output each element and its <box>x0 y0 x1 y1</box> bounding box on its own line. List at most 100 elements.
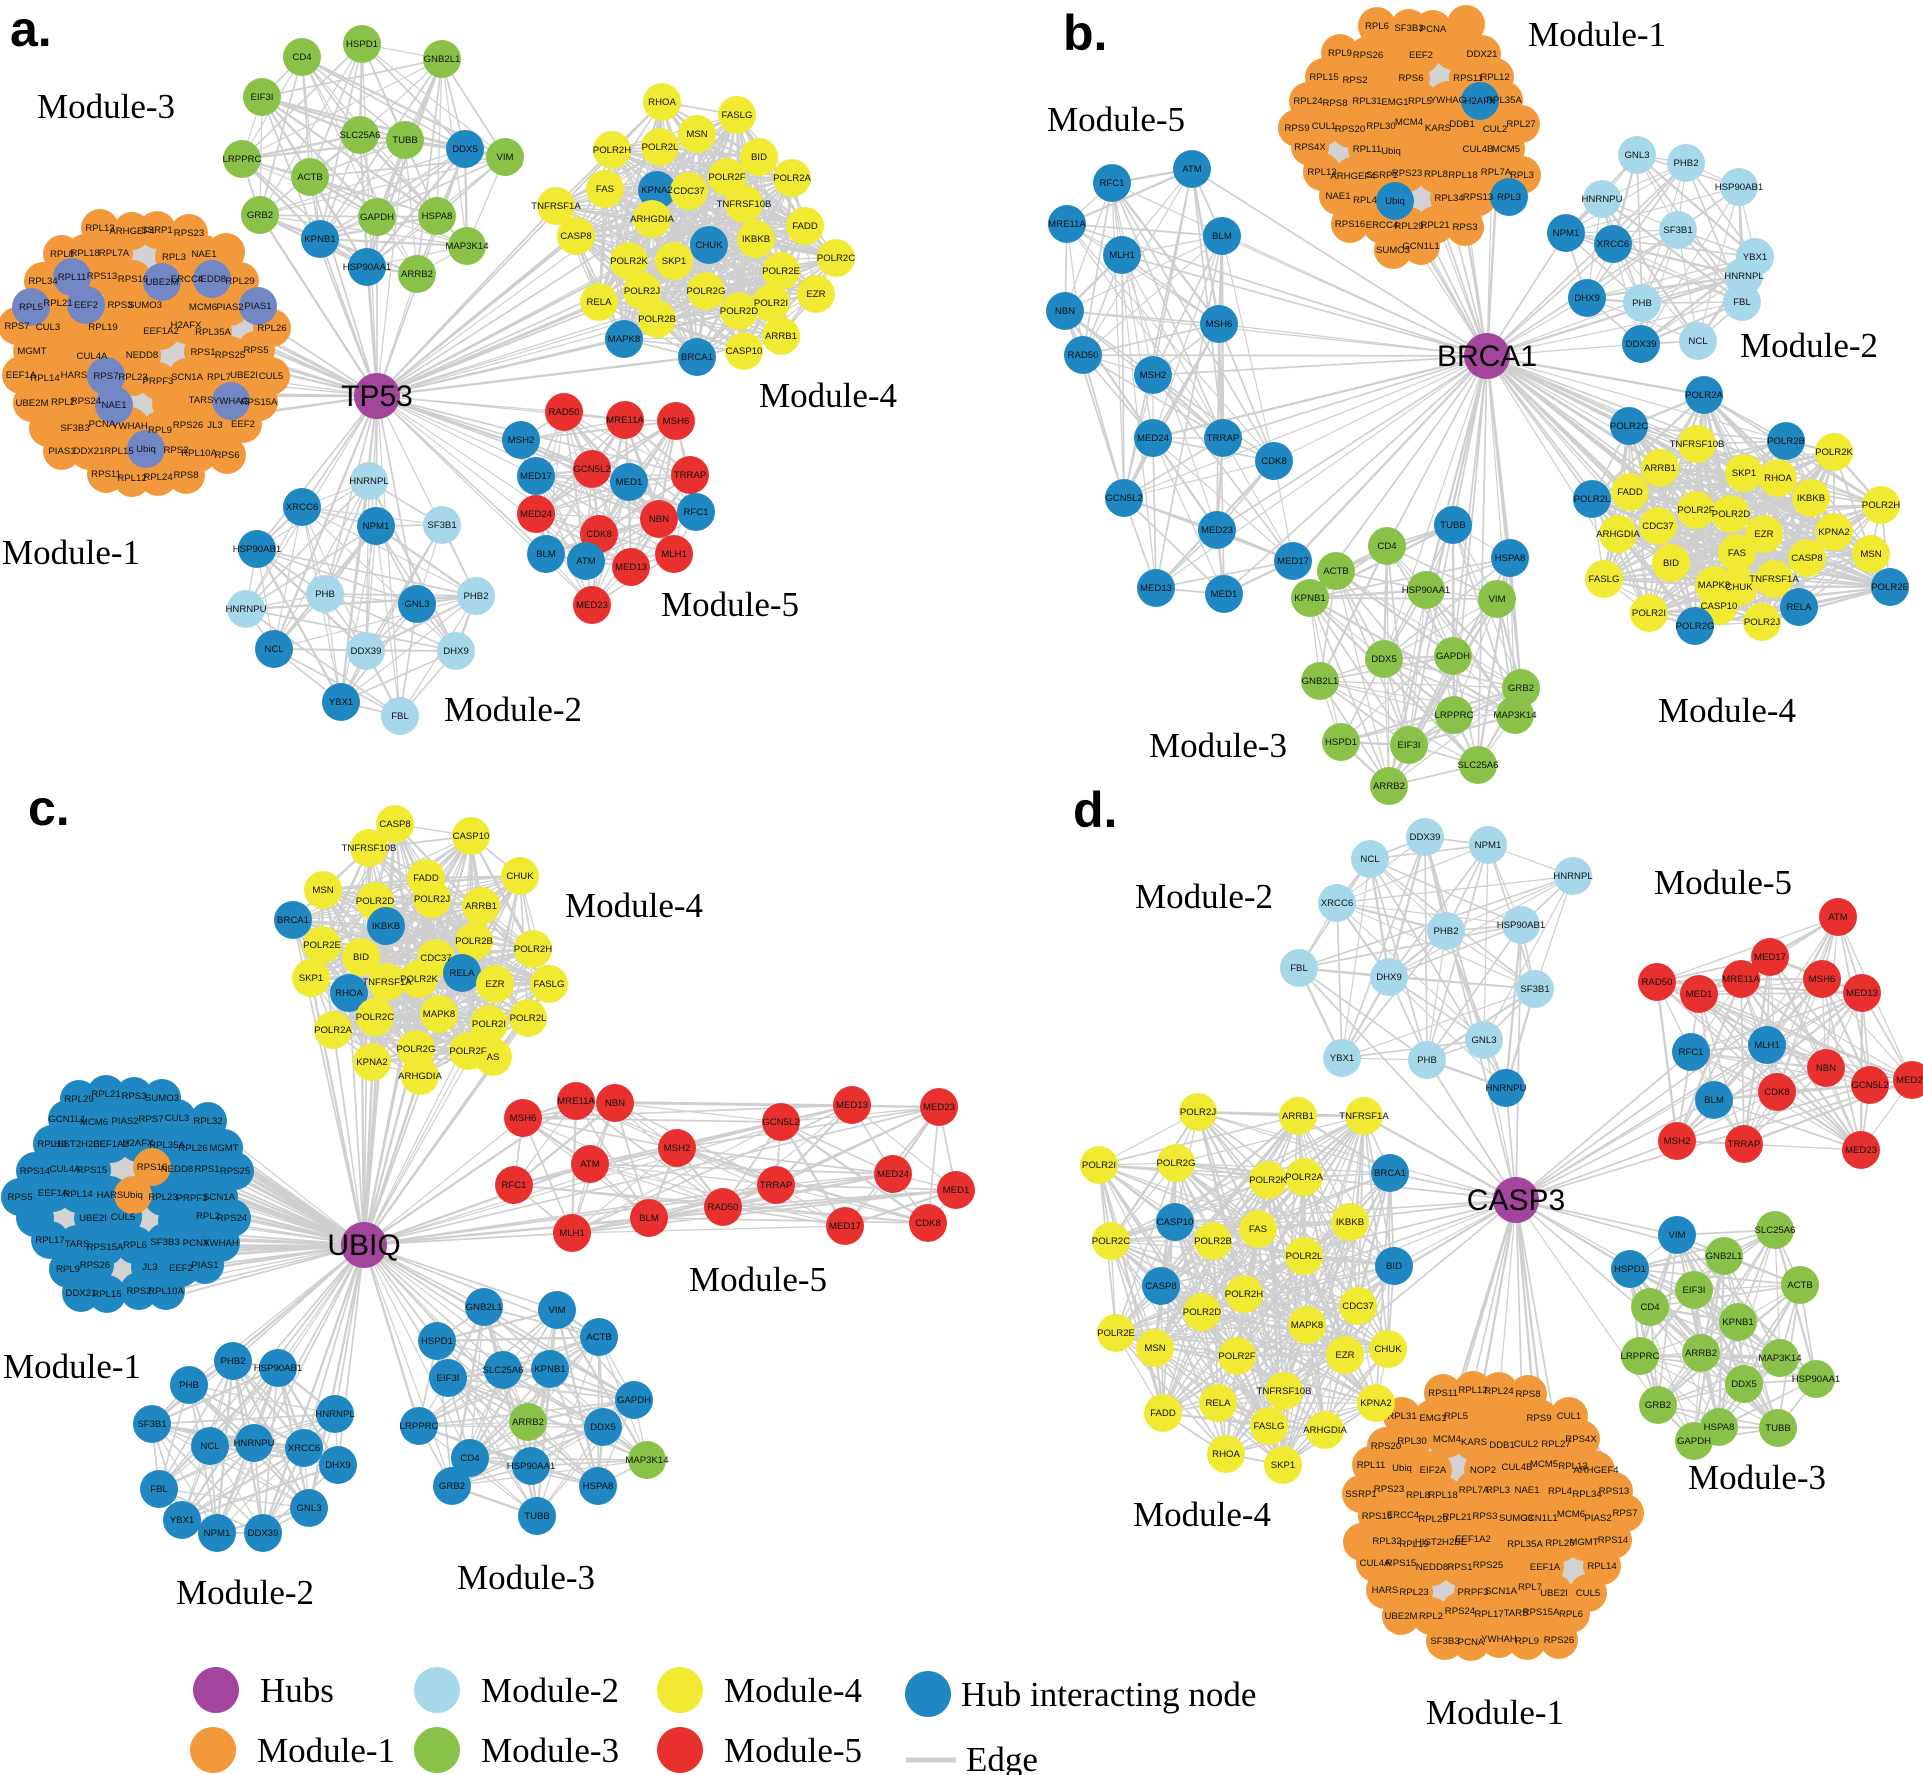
svg-text:MSH6: MSH6 <box>1809 974 1836 985</box>
svg-text:RPS4X: RPS4X <box>1294 142 1326 153</box>
svg-text:DDX39: DDX39 <box>248 1528 279 1539</box>
svg-text:SLC25A6: SLC25A6 <box>1457 760 1498 771</box>
svg-text:MAP3K14: MAP3K14 <box>445 241 489 252</box>
svg-text:CASP8: CASP8 <box>1791 553 1822 564</box>
svg-text:H2AFX: H2AFX <box>123 1138 155 1149</box>
svg-text:RPL29: RPL29 <box>1394 221 1423 232</box>
svg-text:RPL10A: RPL10A <box>181 448 217 459</box>
svg-text:MLH1: MLH1 <box>1754 1040 1780 1051</box>
svg-text:Module-1: Module-1 <box>2 533 140 572</box>
svg-text:DDB1: DDB1 <box>1449 119 1475 130</box>
svg-text:ARHGEF4: ARHGEF4 <box>1330 171 1376 182</box>
svg-text:RPL12: RPL12 <box>1480 72 1509 83</box>
svg-text:SF3B1: SF3B1 <box>137 1419 166 1430</box>
svg-text:SKP1: SKP1 <box>662 256 687 267</box>
svg-text:MED17: MED17 <box>1754 952 1786 963</box>
svg-text:PIAS2: PIAS2 <box>111 1116 138 1127</box>
svg-text:SF3B1: SF3B1 <box>427 520 456 531</box>
svg-text:FBL: FBL <box>150 1484 168 1495</box>
svg-text:MAPK8: MAPK8 <box>608 334 641 345</box>
svg-text:RPL14: RPL14 <box>63 1189 93 1200</box>
svg-text:POLR2J: POLR2J <box>414 894 450 905</box>
svg-text:POLR2C: POLR2C <box>1610 421 1648 432</box>
svg-text:CDC37: CDC37 <box>1342 1301 1373 1312</box>
svg-text:Hubs: Hubs <box>260 1671 334 1710</box>
svg-text:RPS3: RPS3 <box>107 300 132 311</box>
svg-text:TRRAP: TRRAP <box>1207 433 1240 444</box>
svg-text:RPS25: RPS25 <box>215 350 245 361</box>
svg-text:HIST2H2BE: HIST2H2BE <box>54 1139 106 1150</box>
svg-text:PIAS1: PIAS1 <box>48 446 75 457</box>
svg-text:RPL7: RPL7 <box>207 372 231 383</box>
svg-text:RPL35A: RPL35A <box>1486 95 1522 106</box>
svg-text:CUL1: CUL1 <box>1312 121 1337 132</box>
svg-text:Module-4: Module-4 <box>759 376 897 415</box>
svg-text:MCM4: MCM4 <box>1395 117 1424 128</box>
svg-text:KPNB1: KPNB1 <box>1722 1317 1753 1328</box>
svg-text:PCNA: PCNA <box>1420 24 1447 35</box>
svg-text:MED24: MED24 <box>1137 433 1170 444</box>
svg-text:PHB: PHB <box>1632 298 1652 309</box>
svg-text:RPS2: RPS2 <box>1342 75 1367 86</box>
svg-text:MSH2: MSH2 <box>664 1143 691 1154</box>
svg-text:GRB2: GRB2 <box>247 210 273 221</box>
svg-text:HSPA8: HSPA8 <box>583 1481 614 1492</box>
svg-text:Module-2: Module-2 <box>176 1573 314 1612</box>
svg-text:KPNA2: KPNA2 <box>356 1057 387 1068</box>
svg-text:ARRB1: ARRB1 <box>1282 1111 1314 1122</box>
svg-text:RPS26: RPS26 <box>173 420 203 431</box>
svg-text:NOP2: NOP2 <box>1470 1465 1496 1476</box>
svg-text:CUL4B: CUL4B <box>1463 144 1494 155</box>
svg-text:EZR: EZR <box>485 979 504 990</box>
svg-text:ARHGEF4: ARHGEF4 <box>1573 1465 1619 1476</box>
svg-text:CASP8: CASP8 <box>560 231 591 242</box>
svg-text:UBE2M: UBE2M <box>1384 1611 1417 1622</box>
svg-text:SUMO3: SUMO3 <box>145 1093 179 1104</box>
svg-text:RPL24: RPL24 <box>1484 1386 1514 1397</box>
svg-text:RPL11: RPL11 <box>1357 1460 1386 1471</box>
svg-text:BRCA1: BRCA1 <box>1374 1168 1406 1179</box>
svg-text:RPS6: RPS6 <box>214 450 239 461</box>
svg-text:CHUK: CHUK <box>1374 1344 1402 1355</box>
svg-text:BLM: BLM <box>536 549 556 560</box>
svg-text:RPL9: RPL9 <box>1328 48 1352 59</box>
svg-text:MCM6: MCM6 <box>189 302 217 313</box>
svg-text:RHOA: RHOA <box>1212 1449 1240 1460</box>
svg-text:RPS13: RPS13 <box>1463 192 1493 203</box>
svg-text:H2AFX: H2AFX <box>171 320 203 331</box>
svg-text:RPL35A: RPL35A <box>149 1140 185 1151</box>
svg-text:RHOA: RHOA <box>648 97 676 108</box>
svg-text:CUL4A: CUL4A <box>77 351 109 362</box>
svg-text:BID: BID <box>353 952 369 963</box>
svg-text:UBE2M: UBE2M <box>145 277 178 288</box>
svg-text:RPS24: RPS24 <box>1445 1606 1476 1617</box>
svg-text:KPNB1: KPNB1 <box>534 1364 565 1375</box>
svg-text:MED1: MED1 <box>1211 589 1238 600</box>
svg-text:NEDD8: NEDD8 <box>161 1164 194 1175</box>
svg-text:MAP3K14: MAP3K14 <box>1493 710 1537 721</box>
svg-text:Module-1: Module-1 <box>1528 15 1666 54</box>
svg-text:GCN1L1: GCN1L1 <box>1402 241 1439 252</box>
svg-text:PRPF3: PRPF3 <box>143 376 174 387</box>
svg-text:RPL13: RPL13 <box>85 223 114 234</box>
svg-text:RPL34: RPL34 <box>1572 1489 1602 1500</box>
svg-text:RPL11: RPL11 <box>1353 144 1382 155</box>
svg-text:CDK8: CDK8 <box>915 1218 941 1229</box>
svg-text:CUL2: CUL2 <box>1514 1439 1539 1450</box>
svg-text:RPL5: RPL5 <box>19 302 43 313</box>
svg-text:RPL19: RPL19 <box>88 322 117 333</box>
svg-text:CD4: CD4 <box>292 52 312 63</box>
svg-text:DHX9: DHX9 <box>443 646 469 657</box>
svg-text:RPL24: RPL24 <box>143 472 173 483</box>
svg-text:PHB: PHB <box>1417 1055 1437 1066</box>
svg-text:NCL: NCL <box>1360 854 1380 865</box>
svg-text:NEDD8: NEDD8 <box>126 350 159 361</box>
svg-text:TRRAP: TRRAP <box>674 470 707 481</box>
svg-text:MCM4: MCM4 <box>1433 1434 1462 1445</box>
svg-text:DDX21: DDX21 <box>74 446 105 457</box>
svg-text:MAPK8: MAPK8 <box>423 1009 456 1020</box>
svg-text:CHUK: CHUK <box>1725 582 1753 593</box>
svg-text:SSRP1: SSRP1 <box>1366 170 1397 181</box>
svg-text:KPNB1: KPNB1 <box>1294 593 1325 604</box>
svg-text:CUL5: CUL5 <box>111 1212 136 1223</box>
